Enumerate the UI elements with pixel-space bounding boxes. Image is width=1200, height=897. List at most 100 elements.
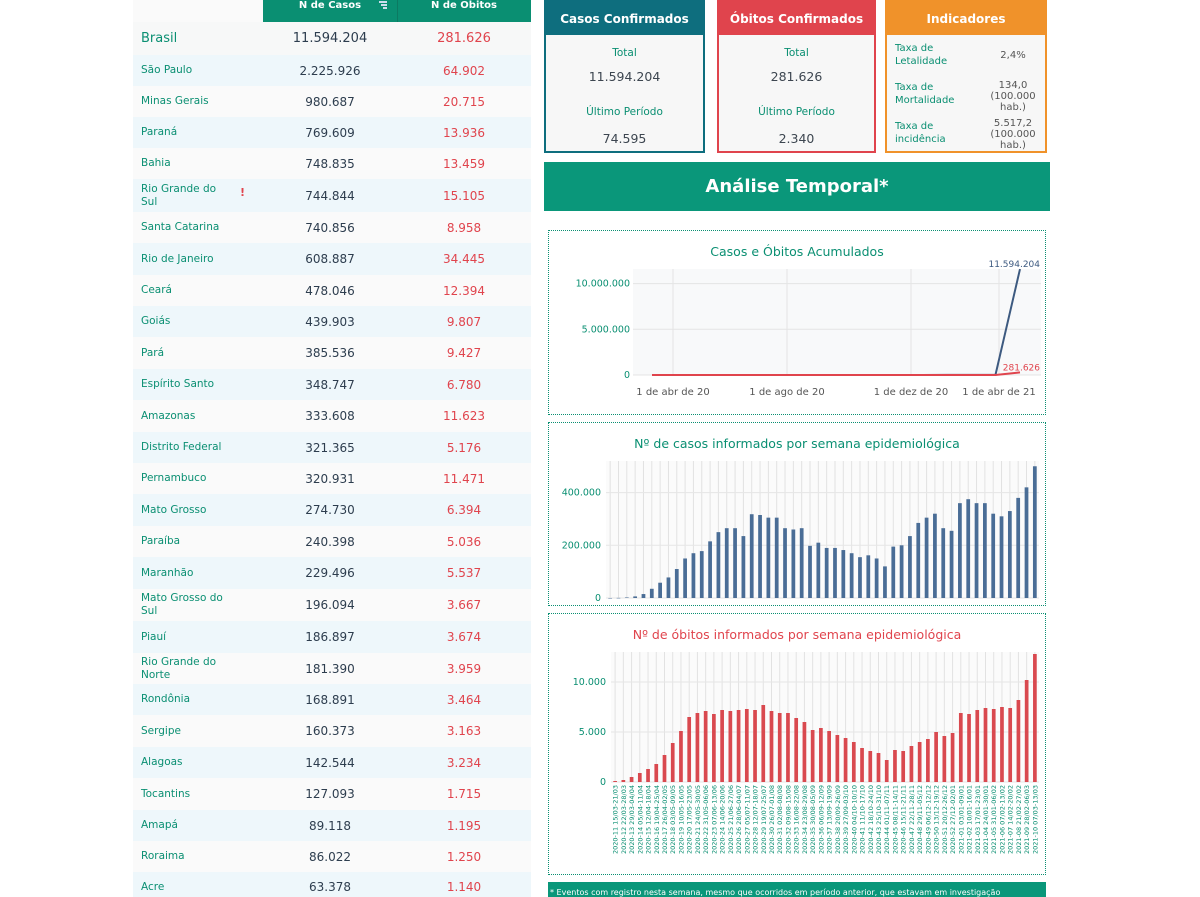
- deaths-value: 3.163: [446, 724, 482, 738]
- table-row[interactable]: Rio de Janeiro 608.887 34.445: [133, 243, 531, 275]
- bar: [942, 736, 947, 782]
- x-category-label: 2020-37 13/09-19/09: [826, 785, 834, 854]
- state-name: Mato Grosso do Sul: [141, 592, 223, 617]
- bar: [769, 711, 774, 782]
- col-header-deaths[interactable]: N de Óbitos: [431, 0, 497, 11]
- x-category-label: 2020-38 20/09-26/09: [834, 785, 842, 854]
- state-name: Pará: [141, 346, 165, 359]
- cases-value: 86.022: [309, 849, 351, 864]
- table-row[interactable]: Paraná 769.609 13.936: [133, 117, 531, 148]
- bar: [908, 536, 912, 598]
- state-name: Distrito Federal: [141, 441, 222, 453]
- cases-period-value: 74.595: [602, 131, 647, 146]
- table-row[interactable]: Espírito Santo 348.747 6.780: [133, 369, 531, 400]
- bar: [629, 777, 634, 782]
- x-category-label: 2020-18 03/05-09/05: [669, 785, 677, 854]
- table-row[interactable]: Acre 63.378 1.140: [133, 872, 531, 897]
- table-row[interactable]: Ceará 478.046 12.394: [133, 275, 531, 306]
- x-category-label: 2020-20 17/05-23/05: [686, 785, 694, 854]
- bar: [777, 713, 782, 782]
- x-category-label: 2020-17 26/04-02/05: [661, 785, 669, 854]
- bar: [1008, 708, 1013, 782]
- state-name: Rondônia: [141, 693, 190, 705]
- table-row[interactable]: Piauí 186.897 3.674: [133, 621, 531, 653]
- x-category-label: 2020-33 16/08-22/08: [793, 785, 801, 854]
- cases-value: 160.373: [305, 724, 355, 738]
- bar: [958, 713, 963, 782]
- bar: [849, 553, 854, 598]
- x-category-label: 2021-01 03/01-09/01: [957, 785, 965, 854]
- table-row[interactable]: Bahia 748.835 13.459: [133, 148, 531, 179]
- table-row[interactable]: Rondônia 168.891 3.464: [133, 684, 531, 715]
- table-row[interactable]: Amapá 89.118 1.195: [133, 810, 531, 841]
- state-name: Paraíba: [141, 535, 181, 547]
- bar: [819, 728, 823, 782]
- bar: [753, 710, 757, 782]
- state-name: Amazonas: [141, 409, 196, 422]
- bar: [670, 743, 675, 782]
- table-row[interactable]: Mato Grosso 274.730 6.394: [133, 494, 531, 526]
- table-row[interactable]: Goiás 439.903 9.807: [133, 306, 531, 337]
- bar: [941, 528, 946, 598]
- deaths-value: 34.445: [443, 252, 485, 266]
- bar: [1007, 511, 1012, 598]
- incidence-value: 5.517,2 (100.000 hab.): [990, 118, 1036, 151]
- x-category-label: 2020-43 25/10-31/10: [875, 785, 883, 854]
- bar: [827, 731, 831, 782]
- table-row[interactable]: Minas Gerais 980.687 20.715: [133, 86, 531, 117]
- bar: [1016, 497, 1021, 598]
- table-row[interactable]: Maranhão 229.496 5.537: [133, 557, 531, 589]
- table-row[interactable]: Pernambuco 320.931 11.471: [133, 463, 531, 494]
- footnote: * Eventos com registro nesta semana, mes…: [548, 882, 1046, 897]
- bar: [613, 781, 617, 782]
- bar: [991, 513, 996, 598]
- table-row[interactable]: Paraíba 240.398 5.036: [133, 526, 531, 557]
- table-row-total[interactable]: Brasil 11.594.204 281.626: [133, 22, 531, 55]
- bar: [728, 711, 733, 782]
- table-row[interactable]: Sergipe 160.373 3.163: [133, 715, 531, 747]
- weekly-cases-chart[interactable]: 0 200.000 400.000: [549, 423, 1045, 605]
- table-row[interactable]: Santa Catarina 740.856 8.958: [133, 212, 531, 243]
- cumulative-chart[interactable]: 0 5.000.000 10.000.000 1 de abr de 20 1 de a…: [549, 231, 1045, 414]
- bar: [835, 735, 840, 782]
- bar: [741, 536, 746, 598]
- weekly-deaths-chart[interactable]: 0 5.000 10.000 2020-11 15/03-21/03 2020-12 2…: [549, 614, 1045, 874]
- x-category-label: 2020-15 12/04-18/04: [645, 785, 653, 854]
- table-row[interactable]: Roraima 86.022 1.250: [133, 841, 531, 872]
- x-category-label: 2020-26 28/06-04/07: [735, 785, 743, 854]
- y-tick-label: 10.000.000: [576, 279, 630, 290]
- state-name: Rio Grande do Norte: [141, 655, 217, 681]
- bar: [983, 708, 988, 782]
- warning-icon[interactable]: !: [240, 186, 246, 199]
- weekly-cases-panel: Nº de casos informados por semana epidem…: [548, 422, 1046, 606]
- x-category-label: 2020-32 09/08-15/08: [784, 785, 792, 854]
- table-row[interactable]: Mato Grosso do Sul 196.094 3.667: [133, 589, 531, 621]
- sort-icon[interactable]: [379, 0, 389, 11]
- bar: [924, 517, 929, 598]
- table-row[interactable]: Alagoas 142.544 3.234: [133, 747, 531, 778]
- state-name: Alagoas: [141, 756, 183, 768]
- col-header-cases[interactable]: N de Casos: [263, 0, 398, 22]
- deaths-total-value: 281.626: [770, 69, 823, 84]
- table-row[interactable]: Pará 385.536 9.427: [133, 337, 531, 369]
- bar: [967, 714, 971, 782]
- bar: [974, 503, 979, 598]
- bar: [950, 733, 955, 782]
- table-row[interactable]: São Paulo 2.225.926 64.902: [133, 55, 531, 86]
- table-row[interactable]: Tocantins 127.093 1.715: [133, 778, 531, 810]
- mortality-label: Taxa de Mortalidade: [895, 82, 955, 106]
- state-name: Pernambuco: [141, 472, 207, 484]
- table-row[interactable]: Amazonas 333.608 11.623: [133, 400, 531, 432]
- table-row[interactable]: Rio Grande do Sul 744.844 15.105!: [133, 179, 531, 212]
- bar: [608, 597, 613, 599]
- x-category-label: 2021-02 10/01-16/01: [966, 785, 974, 854]
- x-category-label: 2020-14 05/04-11/04: [636, 785, 644, 854]
- bar: [1032, 466, 1037, 598]
- table-row[interactable]: Rio Grande do Norte 181.390 3.959: [133, 653, 531, 684]
- table-row[interactable]: Distrito Federal 321.365 5.176: [133, 432, 531, 463]
- bar: [708, 541, 712, 598]
- deaths-total-label: Total: [784, 47, 809, 59]
- deaths-value: 3.234: [446, 755, 482, 770]
- bar: [933, 513, 937, 598]
- deaths-value: 20.715: [443, 94, 485, 109]
